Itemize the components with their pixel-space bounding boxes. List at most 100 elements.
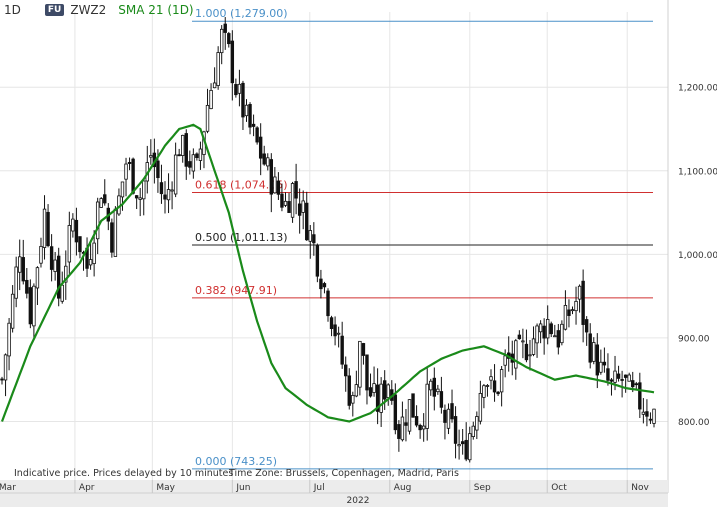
candle-body xyxy=(421,425,426,430)
candle-body xyxy=(354,384,359,397)
candle-body xyxy=(142,180,146,200)
year-bar xyxy=(0,493,668,507)
candle-body xyxy=(329,317,334,329)
candle-body xyxy=(570,309,575,312)
candle-body xyxy=(156,160,160,179)
candle-body xyxy=(627,374,631,382)
candle-body xyxy=(393,394,398,431)
candle-body xyxy=(301,200,305,213)
candle-body xyxy=(35,267,40,289)
candle-body xyxy=(71,218,75,232)
candle-body xyxy=(241,82,245,118)
candle-body xyxy=(276,180,281,195)
candle-body xyxy=(28,287,33,325)
y-tick-label: 1,100.00 xyxy=(678,167,717,177)
candle-body xyxy=(49,246,54,270)
candle-body xyxy=(333,324,337,337)
candle-body xyxy=(244,104,249,117)
candle-body xyxy=(514,340,518,369)
candle-body xyxy=(173,154,178,195)
candle-body xyxy=(64,265,68,283)
candlesticks xyxy=(0,17,656,463)
y-axis: 800.00 900.00 1,000.00 1,100.00 1,200.00 xyxy=(667,0,717,493)
candle-body xyxy=(287,201,291,213)
candle-body xyxy=(365,354,369,391)
candle-body xyxy=(134,195,139,199)
candle-body xyxy=(588,333,592,363)
candle-body xyxy=(21,257,25,282)
candle-body xyxy=(283,200,288,206)
candle-body xyxy=(32,285,36,327)
candle-body xyxy=(616,373,621,379)
candle-body xyxy=(195,153,199,159)
candle-body xyxy=(545,319,550,339)
candle-body xyxy=(584,319,589,333)
candle-body xyxy=(103,194,107,204)
candle-body xyxy=(312,234,316,244)
candle-body xyxy=(25,279,29,294)
candle-body xyxy=(475,416,479,431)
candle-body xyxy=(216,52,220,86)
y-tick-label: 1,000.00 xyxy=(678,251,717,261)
y-tick-label: 1,200.00 xyxy=(678,84,717,94)
candle-body xyxy=(524,343,529,361)
candle-body xyxy=(609,379,614,382)
candle-body xyxy=(227,33,231,45)
x-axis-bar xyxy=(0,480,668,493)
candle-body xyxy=(599,361,603,373)
candle-body xyxy=(499,369,504,393)
symbol-label: ZWZ2 xyxy=(70,3,107,17)
candle-body xyxy=(521,340,525,343)
candle-body xyxy=(517,334,522,340)
candle-body xyxy=(418,424,422,431)
timeframe-label[interactable]: 1D xyxy=(4,3,21,17)
candle-body xyxy=(251,123,256,127)
candle-body xyxy=(450,403,454,420)
exchange-badge: FU xyxy=(44,4,65,16)
x-tick-label: Mar xyxy=(0,483,16,493)
candle-body xyxy=(347,375,351,406)
candle-body xyxy=(592,342,596,362)
candle-body xyxy=(88,259,93,266)
candle-body xyxy=(209,89,213,110)
candle-body xyxy=(400,416,405,441)
candle-body xyxy=(294,181,298,199)
candle-body xyxy=(273,176,277,194)
candle-body xyxy=(358,340,362,388)
candle-body xyxy=(124,163,128,180)
candle-body xyxy=(127,162,132,164)
candle-body xyxy=(602,361,607,366)
candle-body xyxy=(297,203,302,216)
indicator-label[interactable]: SMA 21 (1D) xyxy=(118,3,194,17)
candle-body xyxy=(138,197,142,200)
candle-body xyxy=(39,245,43,264)
candle-body xyxy=(379,383,383,413)
candle-body xyxy=(404,422,408,426)
candle-body xyxy=(375,384,380,412)
x-tick-label: Nov xyxy=(631,483,649,493)
candle-body xyxy=(613,370,617,383)
candle-body xyxy=(535,325,539,344)
candle-body xyxy=(326,290,330,317)
fib-label: 0.382 (947.91) xyxy=(195,284,277,297)
candle-body xyxy=(446,408,451,429)
candle-body xyxy=(496,391,500,395)
candle-body xyxy=(258,136,263,159)
candle-body xyxy=(67,225,72,263)
candle-body xyxy=(120,181,125,198)
grid xyxy=(0,12,668,480)
candle-body xyxy=(340,335,344,365)
candle-body xyxy=(577,285,582,300)
candle-body xyxy=(234,84,238,96)
candle-body xyxy=(344,364,348,377)
candle-body xyxy=(542,325,546,339)
candle-body xyxy=(191,154,196,172)
candle-body xyxy=(492,380,497,393)
candle-body xyxy=(198,148,203,161)
candle-body xyxy=(110,222,114,253)
candle-body xyxy=(623,374,628,378)
candle-body xyxy=(482,385,486,398)
candle-body xyxy=(382,380,387,400)
candle-body xyxy=(74,219,79,243)
